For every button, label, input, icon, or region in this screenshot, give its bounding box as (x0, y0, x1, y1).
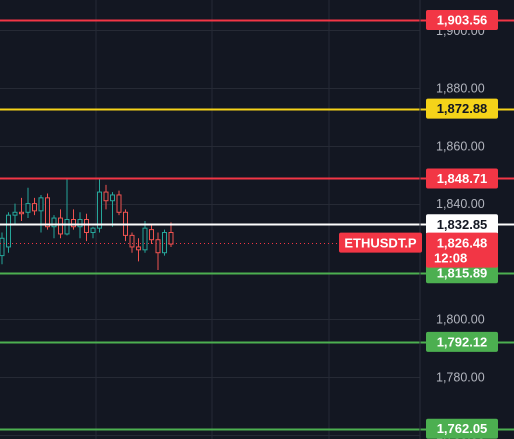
candle-body (97, 191, 102, 229)
price-badge-1: 1,903.56 (426, 10, 498, 31)
price-badge-label: 1,832.85 (437, 217, 488, 232)
current-price-label: 1,826.48 (437, 236, 488, 251)
candle-6[interactable] (32, 197, 37, 216)
candle-12[interactable] (71, 209, 76, 230)
price-badge-bg (426, 10, 498, 31)
price-badge-bg (426, 168, 498, 189)
price-badge-7: 1,762.05 (426, 418, 498, 439)
price-badge-bg (426, 214, 498, 235)
candles[interactable] (0, 177, 174, 271)
candle-body (149, 229, 154, 241)
candle-15[interactable] (90, 226, 96, 239)
price-badge-label: 1,903.56 (437, 13, 488, 28)
candle-body (71, 219, 76, 228)
candle-body (142, 227, 148, 251)
y-tick-label-6: 1,780.00 (436, 370, 485, 384)
candle-17[interactable] (103, 184, 109, 210)
candle-body (103, 191, 109, 202)
current-price-badge-bg (426, 232, 498, 268)
candle-2[interactable] (6, 212, 11, 253)
candle-body (84, 219, 89, 233)
price-badge-6: 1,792.12 (426, 331, 498, 352)
candle-body (155, 239, 161, 254)
candle-9[interactable] (51, 215, 57, 239)
candle-16[interactable] (97, 177, 102, 233)
price-badge-bg (426, 98, 498, 119)
candle-body (90, 227, 96, 233)
candle-body (12, 211, 18, 216)
y-tick-label-3: 1,860.00 (436, 139, 485, 153)
price-badge-label: 1,872.88 (437, 101, 488, 116)
countdown-label: 12:08 (434, 251, 467, 266)
candle-18[interactable] (110, 192, 115, 227)
candle-21[interactable] (129, 232, 135, 253)
candle-body (6, 214, 11, 248)
candle-25[interactable] (155, 232, 161, 271)
candle-body (77, 219, 83, 228)
candle-24[interactable] (149, 223, 154, 245)
candle-body (19, 211, 24, 215)
candle-11[interactable] (64, 179, 70, 236)
candle-19[interactable] (116, 190, 122, 216)
candle-7[interactable] (38, 194, 44, 233)
candle-body (136, 246, 141, 251)
candle-27[interactable] (168, 222, 174, 247)
price-axis-badges: 1,903.56 1,872.88 1,848.71 1,832.85 1,815.89… (339, 10, 498, 439)
y-tick-label-4: 1,840.00 (436, 197, 485, 211)
candle-5[interactable] (25, 187, 31, 219)
candle-body (116, 194, 122, 213)
symbol-badge-bg (339, 232, 422, 253)
symbol-label: ETHUSDT.P (344, 236, 417, 251)
candle-23[interactable] (142, 220, 148, 253)
candle-body (45, 197, 50, 228)
candle-4[interactable] (19, 197, 24, 221)
grid-lines (0, 0, 420, 439)
y-tick-label-5: 1,800.00 (436, 313, 485, 327)
price-badge-label: 1,792.12 (437, 334, 488, 349)
price-badge-3: 1,848.71 (426, 168, 498, 189)
price-badge-5: 1,815.89 (426, 263, 498, 284)
candle-22[interactable] (136, 238, 141, 262)
price-badge-bg (426, 418, 498, 439)
candle-body (64, 219, 70, 235)
price-badge-label: 1,815.89 (437, 266, 488, 281)
candle-body (25, 203, 31, 213)
price-badge-2: 1,872.88 (426, 98, 498, 119)
candle-body (38, 197, 44, 212)
candle-1[interactable] (0, 232, 5, 265)
candle-26[interactable] (162, 229, 167, 256)
y-tick-label-2: 1,880.00 (436, 82, 485, 96)
price-badge-label: 1,762.05 (437, 421, 488, 436)
candle-body (110, 194, 115, 202)
candle-body (162, 231, 167, 254)
price-badge-4: 1,832.85 (426, 214, 498, 235)
candle-body (129, 234, 135, 248)
candle-body (168, 231, 174, 245)
price-badge-bg (426, 331, 498, 352)
candle-body (0, 237, 5, 257)
candle-body (32, 203, 37, 212)
symbol-badge: ETHUSDT.P (339, 232, 422, 253)
price-badge-label: 1,848.71 (437, 171, 488, 186)
candle-body (51, 217, 57, 228)
candle-body (58, 217, 63, 235)
price-badge-bg (426, 263, 498, 284)
candle-14[interactable] (84, 213, 89, 242)
candle-3[interactable] (12, 203, 18, 224)
